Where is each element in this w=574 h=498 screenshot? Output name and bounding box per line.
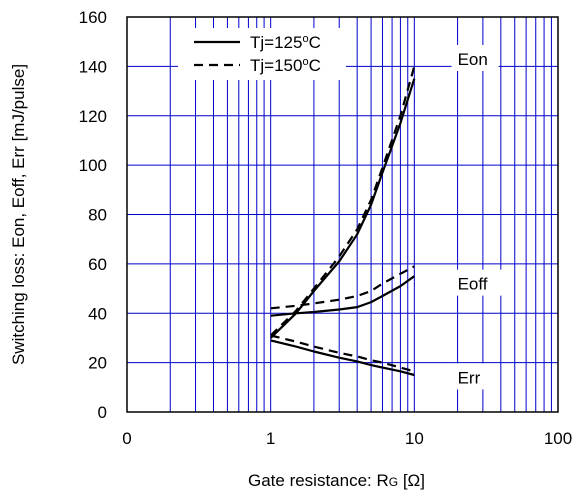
series-line-eoff-150 — [270, 265, 415, 310]
legend-label-unit: C — [309, 56, 321, 75]
x-axis-title-subscript: G — [389, 475, 398, 489]
y-tick-label: 20 — [88, 354, 107, 373]
legend-box — [178, 28, 346, 80]
y-tick-label: 100 — [79, 156, 107, 175]
grid-lines — [127, 16, 558, 413]
x-tick-label: 100 — [544, 429, 572, 448]
y-tick-label: 0 — [98, 403, 107, 422]
y-tick-label: 160 — [79, 8, 107, 27]
curve-label-err: Err — [458, 368, 481, 387]
curve-label-eon: Eon — [458, 50, 488, 69]
y-tick-label: 40 — [88, 304, 107, 323]
series-line-eoff-125 — [270, 275, 415, 317]
legend-label-degree: o — [302, 56, 308, 68]
curve-label-bg — [451, 363, 499, 390]
x-tick-label: 0 — [122, 429, 131, 448]
curve-label-bg — [451, 44, 499, 71]
y-tick-label: 120 — [79, 107, 107, 126]
legend-label-name: Tj=150 — [250, 56, 302, 75]
curve-label-eoff: Eoff — [458, 275, 488, 294]
legend-label-name: Tj=125 — [250, 33, 302, 52]
legend-label-degree: o — [302, 33, 308, 45]
series-line-eon-125 — [269, 78, 416, 339]
series-line-err-125 — [270, 339, 415, 377]
series-line-eon-150 — [269, 66, 416, 337]
x-axis-title: Gate resistance: RG [Ω] — [248, 471, 425, 490]
y-tick-label: 60 — [88, 255, 107, 274]
x-tick-label: 1 — [266, 429, 275, 448]
legend-label-unit: C — [309, 33, 321, 52]
x-tick-label: 10 — [405, 429, 424, 448]
plot-frame — [126, 16, 559, 413]
y-tick-label: 140 — [79, 57, 107, 76]
curve-label-bg — [451, 269, 510, 296]
curve-labels: Eon Eoff Err — [451, 44, 510, 390]
legend-label: Tj=150oC — [250, 56, 321, 75]
y-tick-labels: 0 20 40 60 80 100 120 140 160 — [79, 8, 107, 422]
x-tick-labels: 0 1 10 100 — [122, 429, 572, 448]
legend-label: Tj=125oC — [250, 33, 321, 52]
data-series — [269, 66, 416, 377]
x-axis-title-main: Gate resistance: R — [248, 471, 389, 490]
y-tick-label: 80 — [88, 206, 107, 225]
series-line-err-150 — [270, 334, 415, 373]
x-axis-title-unit: [Ω] — [398, 471, 425, 490]
y-axis-title: Switching loss: Eon, Eoff, Err [mJ/pulse… — [9, 64, 28, 365]
